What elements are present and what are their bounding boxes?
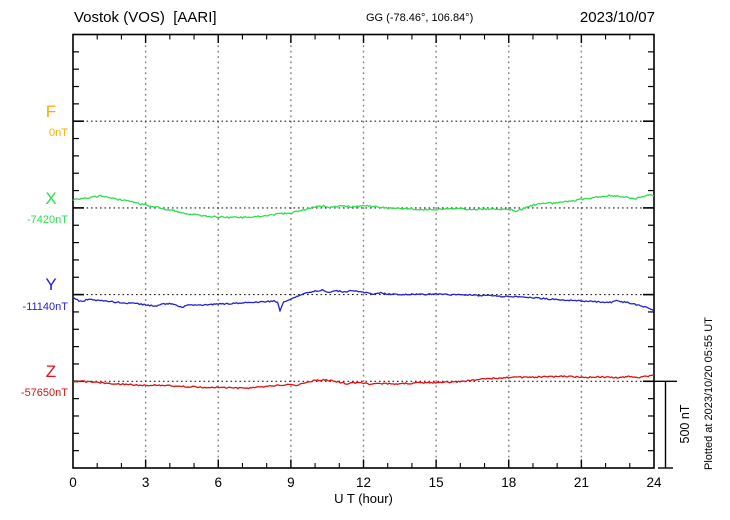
plot-frame — [72, 33, 655, 469]
scale-bar-label: 500 nT — [678, 404, 692, 443]
plot-date: 2023/10/07 — [579, 9, 655, 26]
scale-bar — [654, 380, 677, 469]
x-tick-label: 24 — [646, 475, 662, 490]
trace-x — [72, 193, 655, 219]
x-tick-label: 15 — [429, 475, 444, 490]
x-tick-label: 3 — [142, 475, 150, 490]
station-title: Vostok (VOS) [AARI] — [74, 9, 217, 26]
vertical-gridlines — [144, 34, 583, 468]
geographic-coords: GG (-78.46°, 106.84°) — [366, 12, 474, 24]
traces — [72, 193, 655, 390]
plotted-at-note: Plotted at 2023/10/20 05:55 UT — [703, 317, 715, 470]
trace-baseline-value-x: -7420nT — [27, 214, 68, 226]
x-tick-label: 6 — [214, 475, 222, 490]
x-tick-label: 18 — [501, 475, 516, 490]
trace-label-y: Y — [45, 275, 57, 294]
x-tick-label: 12 — [356, 475, 371, 490]
trace-baseline-value-f: 0nT — [49, 127, 68, 139]
axis-ticks — [73, 34, 654, 468]
trace-label-f: F — [45, 102, 57, 121]
trace-y — [72, 288, 655, 312]
x-axis-tick-labels: 0 3 6 9 12 15 18 21 24 — [69, 475, 662, 490]
trace-baseline-value-y: -11140nT — [22, 301, 68, 313]
trace-label-z: Z — [45, 362, 57, 381]
x-tick-label: 9 — [287, 475, 295, 490]
x-tick-label: 21 — [574, 475, 589, 490]
x-tick-label: 0 — [69, 475, 77, 490]
trace-baseline-value-z: -57650nT — [20, 387, 68, 399]
trace-label-x: X — [45, 189, 57, 208]
trace-z — [72, 374, 655, 390]
x-axis-title: U T (hour) — [334, 491, 393, 506]
